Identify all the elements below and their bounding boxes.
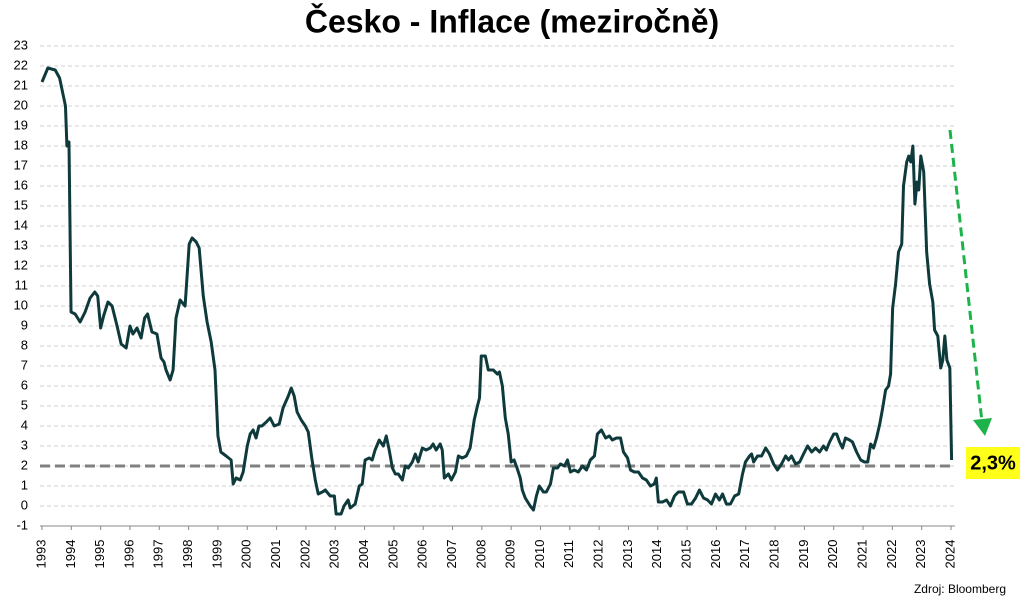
x-tick-label: 2017 (737, 540, 752, 569)
x-tick-label: 1996 (121, 540, 136, 569)
x-tick-label: 2021 (854, 540, 869, 569)
chart-title: Česko - Inflace (meziročně) (305, 3, 719, 39)
trend-arrow (948, 129, 992, 436)
y-tick-label: 21 (14, 77, 28, 92)
x-tick-label: 2007 (444, 540, 459, 569)
x-tick-label: 2015 (679, 540, 694, 569)
y-tick-label: 20 (14, 97, 28, 112)
x-tick-label: 2024 (942, 540, 957, 569)
x-tick-label: 2013 (620, 540, 635, 569)
y-tick-label: 9 (21, 317, 28, 332)
x-tick-label: 2003 (327, 540, 342, 569)
x-tick-label: 2016 (708, 540, 723, 569)
x-tick-label: 2009 (503, 540, 518, 569)
x-tick-label: 2010 (532, 540, 547, 569)
y-tick-label: 6 (21, 377, 28, 392)
arrow-head (973, 418, 992, 436)
x-tick-label: 2008 (473, 540, 488, 569)
y-tick-label: 12 (14, 257, 28, 272)
x-tick-label: 1994 (63, 540, 78, 569)
y-tick-label: 0 (21, 497, 28, 512)
x-tick-label: 2018 (767, 540, 782, 569)
x-tick-label: 1997 (151, 540, 166, 569)
x-tick-label: 2019 (796, 540, 811, 569)
y-tick-label: 8 (21, 337, 28, 352)
annotation-box (966, 447, 1020, 479)
x-tick-label: 2002 (297, 540, 312, 569)
y-tick-label: 4 (21, 417, 28, 432)
y-tick-label: 18 (14, 137, 28, 152)
y-tick-label: 17 (14, 157, 28, 172)
x-tick-label: 2020 (825, 540, 840, 569)
y-tick-label: 22 (14, 57, 28, 72)
y-tick-label: 1 (21, 477, 28, 492)
x-tick-label: 1999 (209, 540, 224, 569)
y-tick-label: -1 (16, 517, 28, 532)
x-tick-label: 1993 (33, 540, 48, 569)
y-tick-label: 11 (15, 277, 29, 292)
x-tick-label: 2022 (884, 540, 899, 569)
y-tick-label: 2 (21, 457, 28, 472)
x-tick-label: 2012 (591, 540, 606, 569)
source: Zdroj: Bloomberg (914, 582, 1006, 596)
x-tick-label: 1998 (180, 540, 195, 569)
series-line (40, 66, 954, 516)
x-tick-label: 2004 (356, 540, 371, 569)
annotation: 2,3% (970, 452, 1016, 474)
x-tick-label: 1995 (92, 540, 107, 569)
x-tick-label: 2005 (385, 540, 400, 569)
y-tick-label: 15 (14, 197, 28, 212)
x-tick-label: 2014 (649, 540, 664, 569)
y-tick-label: 10 (14, 297, 28, 312)
y-tick-label: 3 (21, 437, 28, 452)
x-tick-label: 2006 (415, 540, 430, 569)
y-tick-label: 5 (21, 397, 28, 412)
y-tick-label: 13 (14, 237, 28, 252)
y-tick-label: 14 (14, 217, 28, 232)
y-tick-label: 16 (14, 177, 28, 192)
x-tick-label: 2001 (268, 540, 283, 569)
y-tick-label: 23 (14, 37, 28, 52)
x-tick-label: 2011 (561, 540, 576, 568)
x-tick-label: 2000 (239, 540, 254, 569)
x-tick-label: 2023 (913, 540, 928, 569)
y-tick-label: 7 (21, 357, 28, 372)
plot: -101234567891011121314151617181920212223… (14, 37, 958, 568)
arrow-shaft (948, 129, 984, 423)
y-tick-label: 19 (14, 117, 28, 132)
